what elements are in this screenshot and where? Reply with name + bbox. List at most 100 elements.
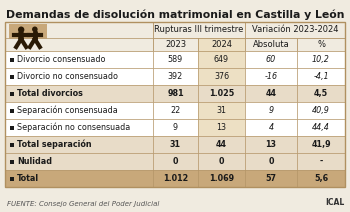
Bar bbox=[245, 22, 345, 38]
Bar bbox=[153, 119, 198, 136]
Circle shape bbox=[32, 26, 38, 32]
Bar bbox=[5, 153, 153, 170]
Bar bbox=[245, 119, 297, 136]
Text: 0: 0 bbox=[173, 157, 178, 166]
Text: Total: Total bbox=[17, 174, 39, 183]
Bar bbox=[10, 177, 14, 180]
Bar bbox=[297, 170, 345, 187]
Bar bbox=[297, 51, 345, 68]
Text: ICAL: ICAL bbox=[326, 198, 345, 207]
Text: Divorcio consensuado: Divorcio consensuado bbox=[17, 55, 105, 64]
Text: 31: 31 bbox=[217, 106, 226, 115]
Bar bbox=[245, 85, 297, 102]
Text: 13: 13 bbox=[217, 123, 226, 132]
Bar bbox=[198, 51, 245, 68]
Bar bbox=[5, 119, 153, 136]
Bar bbox=[198, 38, 245, 51]
Bar bbox=[5, 51, 153, 68]
Bar bbox=[198, 102, 245, 119]
Bar bbox=[297, 38, 345, 51]
Text: Rupturas III trimestre: Rupturas III trimestre bbox=[154, 25, 244, 35]
Bar bbox=[9, 24, 47, 49]
Bar bbox=[297, 85, 345, 102]
Text: 9: 9 bbox=[173, 123, 178, 132]
Bar bbox=[10, 57, 14, 61]
Bar bbox=[153, 68, 198, 85]
Text: -: - bbox=[319, 157, 323, 166]
Text: 4: 4 bbox=[268, 123, 274, 132]
Bar bbox=[153, 38, 198, 51]
Text: 40,9: 40,9 bbox=[312, 106, 330, 115]
Bar bbox=[153, 170, 198, 187]
Text: %: % bbox=[317, 40, 325, 49]
Text: 5,6: 5,6 bbox=[314, 174, 328, 183]
Text: 60: 60 bbox=[266, 55, 276, 64]
Text: 981: 981 bbox=[167, 89, 184, 98]
Text: 1.025: 1.025 bbox=[209, 89, 234, 98]
Text: 10,2: 10,2 bbox=[312, 55, 330, 64]
Text: 589: 589 bbox=[168, 55, 183, 64]
Bar bbox=[297, 136, 345, 153]
Bar bbox=[5, 38, 153, 51]
Bar bbox=[5, 22, 345, 187]
Bar bbox=[10, 92, 14, 95]
Text: Variación 2023-2024: Variación 2023-2024 bbox=[252, 25, 338, 35]
Text: 0: 0 bbox=[268, 157, 274, 166]
Bar bbox=[153, 102, 198, 119]
Bar bbox=[153, 136, 198, 153]
Text: 2024: 2024 bbox=[211, 40, 232, 49]
Bar bbox=[245, 153, 297, 170]
Text: Nulidad: Nulidad bbox=[17, 157, 52, 166]
Text: Total separación: Total separación bbox=[17, 140, 92, 149]
Bar bbox=[198, 136, 245, 153]
Text: Separación no consensuada: Separación no consensuada bbox=[17, 123, 130, 132]
Bar bbox=[198, 68, 245, 85]
Text: 2023: 2023 bbox=[165, 40, 186, 49]
Text: 9: 9 bbox=[268, 106, 274, 115]
Bar bbox=[198, 85, 245, 102]
Text: 44: 44 bbox=[266, 89, 276, 98]
Bar bbox=[5, 85, 153, 102]
Text: 0: 0 bbox=[219, 157, 224, 166]
Circle shape bbox=[18, 26, 24, 33]
Bar bbox=[245, 51, 297, 68]
Text: 4,5: 4,5 bbox=[314, 89, 328, 98]
Bar bbox=[245, 68, 297, 85]
Text: 22: 22 bbox=[170, 106, 181, 115]
Text: Separación consensuada: Separación consensuada bbox=[17, 106, 118, 115]
Bar bbox=[153, 153, 198, 170]
Text: 41,9: 41,9 bbox=[311, 140, 331, 149]
Bar bbox=[10, 109, 14, 113]
Text: Demandas de disolución matrimonial en Castilla y León: Demandas de disolución matrimonial en Ca… bbox=[6, 10, 344, 21]
Bar bbox=[245, 102, 297, 119]
Text: 44,4: 44,4 bbox=[312, 123, 330, 132]
Text: Divorcio no consensuado: Divorcio no consensuado bbox=[17, 72, 118, 81]
Bar bbox=[10, 159, 14, 163]
Bar bbox=[10, 142, 14, 146]
Bar bbox=[153, 22, 245, 38]
Bar bbox=[5, 68, 153, 85]
Text: -16: -16 bbox=[265, 72, 278, 81]
Text: 13: 13 bbox=[266, 140, 276, 149]
Text: -4,1: -4,1 bbox=[313, 72, 329, 81]
Bar bbox=[5, 136, 153, 153]
Text: 31: 31 bbox=[170, 140, 181, 149]
Bar bbox=[297, 68, 345, 85]
Bar bbox=[297, 153, 345, 170]
Bar bbox=[297, 102, 345, 119]
Bar bbox=[198, 170, 245, 187]
Text: 44: 44 bbox=[216, 140, 227, 149]
Text: 57: 57 bbox=[266, 174, 276, 183]
Bar bbox=[245, 170, 297, 187]
Bar bbox=[5, 170, 153, 187]
Bar bbox=[10, 74, 14, 78]
Bar bbox=[5, 102, 153, 119]
Bar bbox=[10, 126, 14, 130]
Bar bbox=[297, 119, 345, 136]
Bar bbox=[198, 153, 245, 170]
Text: 376: 376 bbox=[214, 72, 229, 81]
Bar bbox=[245, 136, 297, 153]
Text: 1.069: 1.069 bbox=[209, 174, 234, 183]
Bar bbox=[153, 85, 198, 102]
Bar bbox=[198, 119, 245, 136]
